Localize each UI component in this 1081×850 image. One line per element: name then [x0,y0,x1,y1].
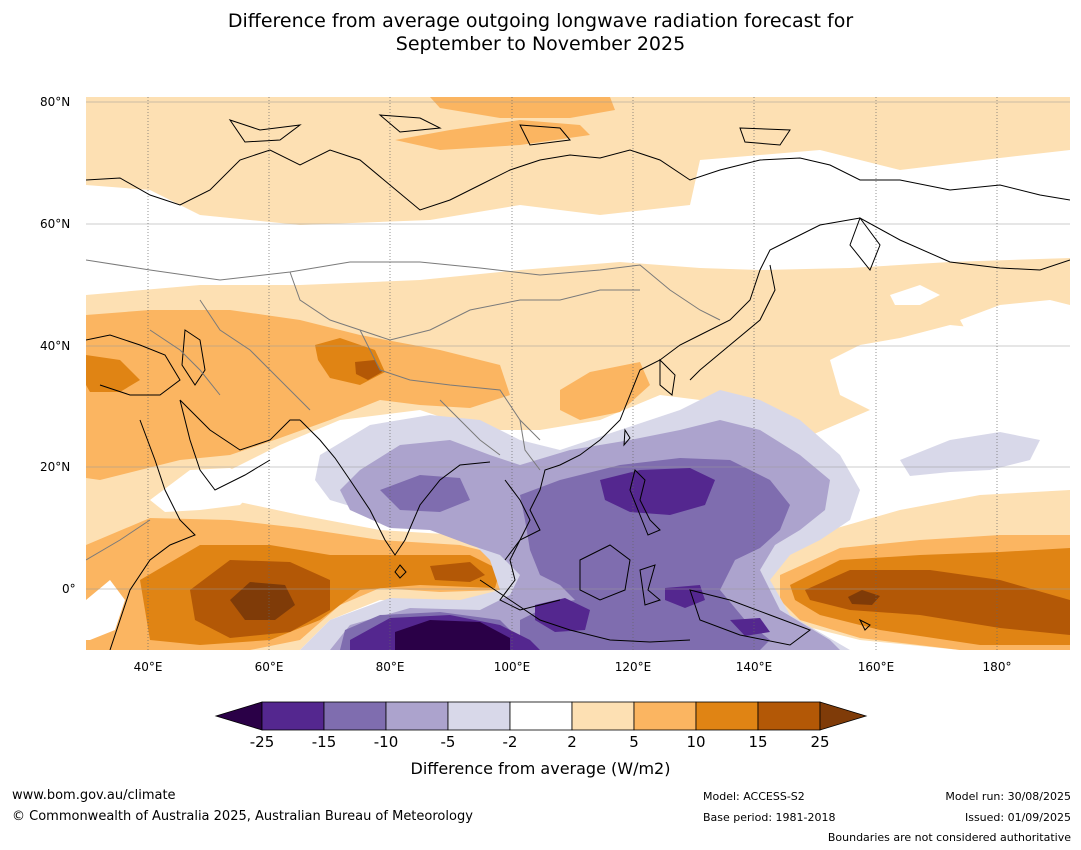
lon-label-120e: 120°E [614,660,652,674]
colorbar-tick: -15 [311,733,337,751]
lon-label-100e: 100°E [493,660,531,674]
lon-label-140e: 140°E [735,660,773,674]
colorbar-bin [633,701,697,731]
footer-copyright: © Commonwealth of Australia 2025, Austra… [12,809,473,824]
colorbar-tick: 25 [810,733,830,751]
lat-label-80n: 80°N [40,95,71,109]
footer-model: Model: ACCESS-S2 [703,790,805,803]
graticule [86,101,1070,590]
colorbar-tick: -5 [440,733,456,751]
colorbar-tick: -25 [249,733,275,751]
colorbar-bin [385,701,449,731]
colorbar-tick: 2 [567,733,577,751]
lon-label-80e: 80°E [375,660,405,674]
chart-title-line-1: Difference from average outgoing longwav… [227,10,854,32]
coastlines [86,114,1070,650]
colorbar-bin [571,701,635,731]
colorbar-bin [757,701,821,731]
anomaly-region-arctic [86,97,1070,225]
colorbar-tick: -10 [373,733,399,751]
chart-title-line-2: September to November 2025 [395,33,686,55]
lat-label-20n: 20°N [40,460,71,474]
lon-label-60e: 60°E [254,660,284,674]
colorbar-bin [323,701,387,731]
colorbar-title: Difference from average (W/m2) [410,759,671,778]
lon-label-180: 180° [982,660,1012,674]
lat-label-40n: 40°N [40,339,71,353]
footer-url: www.bom.gov.au/climate [12,788,176,803]
footer-model-run: Model run: 30/08/2025 [945,790,1071,803]
colorbar-bin [447,701,511,731]
colorbar-bin [261,701,325,731]
colorbar-tick: 10 [686,733,706,751]
colorbar-bin [509,701,573,731]
colorbar-extend-low [214,701,263,731]
colorbar-tick: -2 [502,733,518,751]
colorbar-bin [695,701,759,731]
country-boundaries [86,259,721,561]
lat-label-0: 0° [62,582,76,596]
lon-label-40e: 40°E [133,660,163,674]
anomaly-region-central-asia [86,310,510,480]
anomaly-field [86,97,1070,650]
colorbar [214,701,868,731]
footer-issued: Issued: 01/09/2025 [964,811,1071,824]
lon-label-160e: 160°E [857,660,895,674]
footer-disclaimer: Boundaries are not considered authoritat… [827,831,1071,844]
colorbar-extend-high [819,701,868,731]
lat-label-60n: 60°N [40,217,71,231]
footer-base-period: Base period: 1981-2018 [703,811,836,824]
colorbar-tick: 5 [629,733,639,751]
colorbar-tick: 15 [748,733,768,751]
